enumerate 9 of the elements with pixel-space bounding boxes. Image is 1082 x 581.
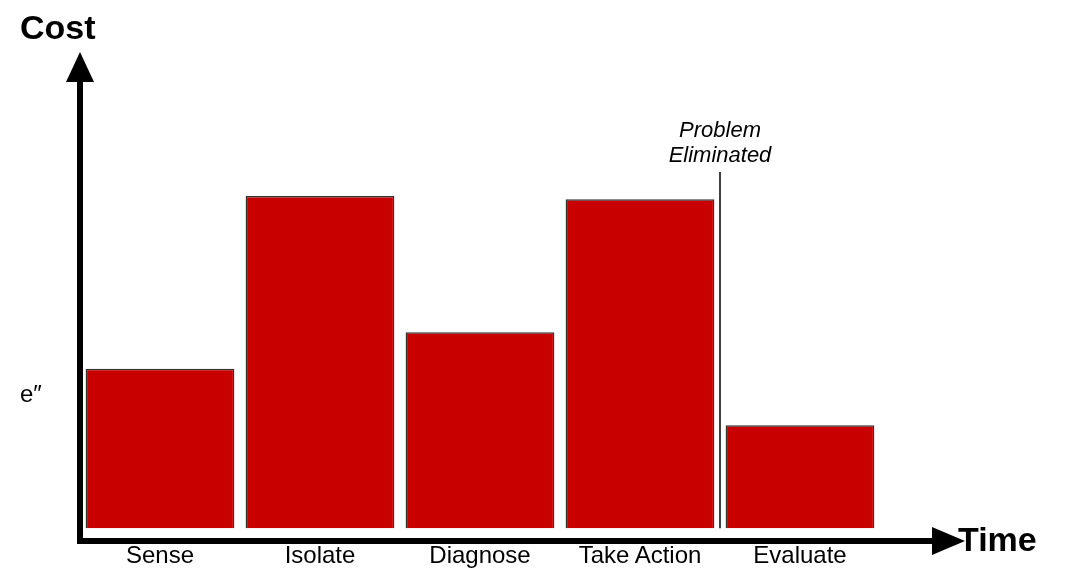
text: e″ [20, 379, 43, 407]
x-axis-title: Time [958, 520, 1037, 559]
x-tick-label: Diagnose [429, 541, 531, 569]
text: Problem Eliminated [668, 117, 773, 167]
x-tick-label: Sense [125, 541, 195, 569]
x-tick-label: Isolate [284, 541, 356, 569]
x-tick-label: Evaluate [753, 541, 847, 569]
x-tick-label: Take Action [578, 541, 702, 569]
y-axis-title: Cost [20, 8, 96, 47]
